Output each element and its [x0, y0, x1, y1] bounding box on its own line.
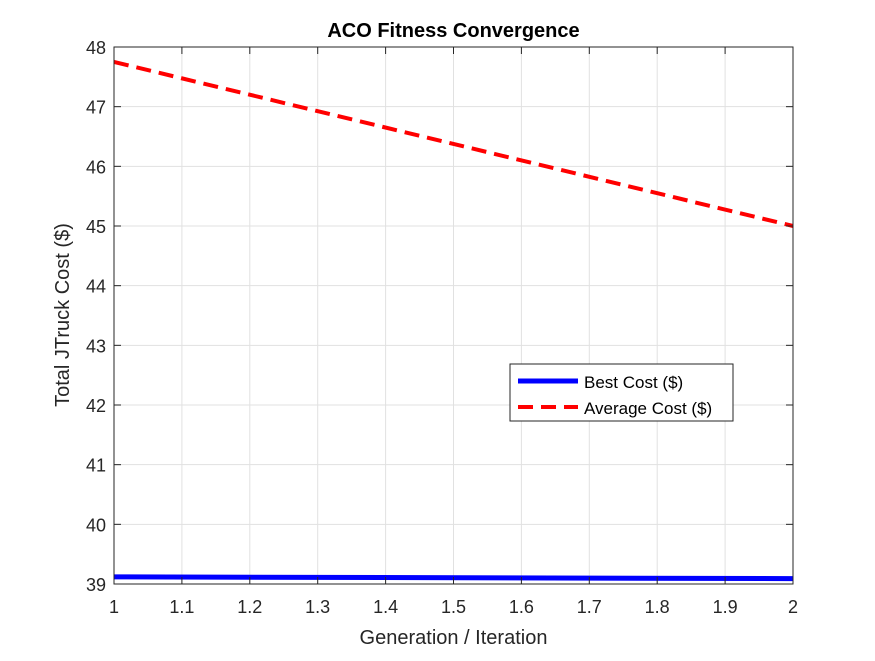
legend-label-average-cost: Average Cost ($): [584, 399, 712, 418]
x-axis-label: Generation / Iteration: [360, 627, 548, 649]
legend-box: [509, 363, 734, 422]
y-tick-label: 42: [86, 396, 106, 416]
y-tick-label: 41: [86, 456, 106, 476]
series-line-average-cost: [113, 59, 794, 228]
x-tick-label: 1.6: [509, 597, 534, 617]
x-tick-label: 1.9: [713, 597, 738, 617]
x-tick-label: 1.5: [441, 597, 466, 617]
y-tick-label: 40: [86, 515, 106, 535]
x-tick-label: 1.3: [305, 597, 330, 617]
legend: Best Cost ($) Average Cost ($): [509, 363, 734, 422]
y-tick-label: 43: [86, 336, 106, 356]
y-tick-label: 44: [86, 277, 106, 297]
y-tick-label: 46: [86, 157, 106, 177]
x-tick-label: 1.2: [237, 597, 262, 617]
x-tick-label: 1.4: [373, 597, 398, 617]
legend-label-best-cost: Best Cost ($): [584, 373, 683, 392]
y-tick-label: 47: [86, 98, 106, 118]
x-tick-label: 2: [788, 597, 798, 617]
x-tick-label: 1: [109, 597, 119, 617]
x-tick-label: 1.7: [577, 597, 602, 617]
x-tick-label: 1.1: [169, 597, 194, 617]
chart-title: ACO Fitness Convergence: [327, 20, 579, 42]
y-tick-label: 45: [86, 217, 106, 237]
y-axis-label: Total JTruck Cost ($): [52, 223, 74, 407]
x-tick-label: 1.8: [645, 597, 670, 617]
y-tick-label: 48: [86, 38, 106, 58]
y-tick-label: 39: [86, 575, 106, 595]
axis-ticks: 1 1.1 1.2 1.3 1.4 1.5 1.6 1.7 1.8 1.9 2 39 40 41 42 43 4…: [86, 38, 798, 617]
